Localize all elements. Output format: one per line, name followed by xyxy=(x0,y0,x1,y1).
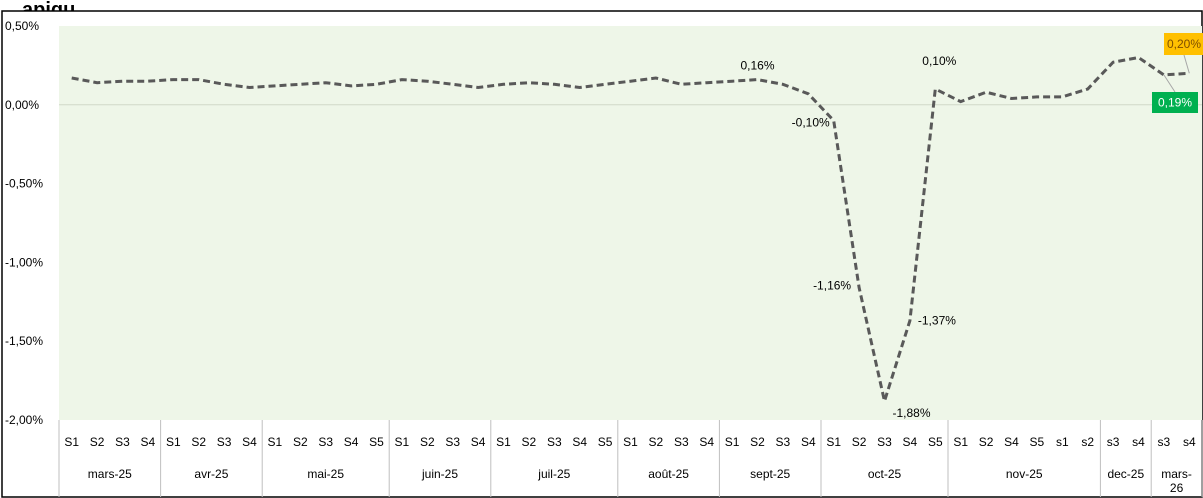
week-tick-label: S3 xyxy=(776,435,791,449)
week-tick-label: S1 xyxy=(166,435,181,449)
month-label: oct-25 xyxy=(868,467,902,481)
week-tick-label: s3 xyxy=(1107,435,1120,449)
month-label: mars-25 xyxy=(88,467,132,481)
data-label: -1,16% xyxy=(813,279,851,293)
x-axis: S1 S2 S3 S4 mars-25 S1 S2 S3 S4 avr-25 S1 S2 S3 S4 S5 m… xyxy=(58,420,1203,497)
week-tick-label: S2 xyxy=(852,435,867,449)
callout-leader xyxy=(1183,54,1190,74)
week-tick-label: S1 xyxy=(496,435,511,449)
week-tick-label: s2 xyxy=(1081,435,1094,449)
week-tick-label: S5 xyxy=(1030,435,1045,449)
week-tick-label: S2 xyxy=(522,435,537,449)
month-label: sept-25 xyxy=(750,467,790,481)
week-tick-label: S1 xyxy=(64,435,79,449)
callout-box xyxy=(1152,92,1198,113)
week-tick-label: S2 xyxy=(293,435,308,449)
week-tick-label: S4 xyxy=(141,435,156,449)
week-tick-label: s4 xyxy=(1132,435,1145,449)
week-tick-label: S4 xyxy=(1004,435,1019,449)
week-tick-label: S5 xyxy=(928,435,943,449)
week-tick-label: S3 xyxy=(318,435,333,449)
y-axis: 0,50% 0,00% -0,50% -1,00% -1,50% -2,00% xyxy=(5,19,43,427)
week-tick-label: S1 xyxy=(623,435,638,449)
week-tick-label: S1 xyxy=(725,435,740,449)
callouts: 0,20% 0,19% xyxy=(1152,33,1203,113)
month-label: nov-25 xyxy=(1006,467,1043,481)
week-tick-label: S2 xyxy=(420,435,435,449)
month-label: août-25 xyxy=(648,467,689,481)
data-labels: 0,16% -0,10% -1,16% -1,88% -1,37% 0,10% xyxy=(740,54,956,420)
month-label: juin-25 xyxy=(421,467,458,481)
y-tick-label: -1,50% xyxy=(5,334,43,348)
week-tick-label: S3 xyxy=(445,435,460,449)
month-label: avr-25 xyxy=(194,467,228,481)
week-tick-label: S2 xyxy=(649,435,664,449)
callout-label: 0,20% xyxy=(1167,37,1201,51)
week-tick-label: S4 xyxy=(699,435,714,449)
week-tick-label: S4 xyxy=(242,435,257,449)
week-tick-label: S3 xyxy=(877,435,892,449)
week-tick-label: S2 xyxy=(191,435,206,449)
week-tick-label: S3 xyxy=(547,435,562,449)
week-tick-label: S2 xyxy=(90,435,105,449)
callout-box xyxy=(1164,33,1203,55)
week-tick-label: S3 xyxy=(115,435,130,449)
month-label: 26 xyxy=(1170,481,1184,495)
data-label: -1,88% xyxy=(893,406,931,420)
week-tick-label: S1 xyxy=(826,435,841,449)
week-tick-label: s4 xyxy=(1183,435,1196,449)
y-tick-label: -1,00% xyxy=(5,255,43,269)
y-tick-label: 0,00% xyxy=(5,98,39,112)
data-label: -0,10% xyxy=(792,116,830,130)
y-tick-label: 0,50% xyxy=(5,19,39,33)
month-label: dec-25 xyxy=(1107,467,1144,481)
y-tick-label: -0,50% xyxy=(5,177,43,191)
week-tick-label: s3 xyxy=(1158,435,1171,449)
data-label: -1,37% xyxy=(918,314,956,328)
week-tick-label: S4 xyxy=(572,435,587,449)
month-label: mai-25 xyxy=(307,467,344,481)
data-label: 0,16% xyxy=(740,59,774,73)
callout-leader xyxy=(1163,74,1176,93)
y-tick-label: -2,00% xyxy=(5,413,43,427)
data-label: 0,10% xyxy=(922,54,956,68)
week-tick-label: S4 xyxy=(344,435,359,449)
week-tick-label: S3 xyxy=(217,435,232,449)
callout-label: 0,19% xyxy=(1158,96,1192,110)
week-tick-label: S4 xyxy=(471,435,486,449)
series-line xyxy=(71,55,1190,407)
week-tick-label: S3 xyxy=(674,435,689,449)
week-tick-label: S1 xyxy=(395,435,410,449)
week-tick-label: S1 xyxy=(268,435,283,449)
month-label: juil-25 xyxy=(537,467,570,481)
week-tick-label: S5 xyxy=(598,435,613,449)
week-tick-label: S1 xyxy=(953,435,968,449)
week-tick-label: S4 xyxy=(903,435,918,449)
month-label: mars- xyxy=(1161,467,1192,481)
plot-area xyxy=(59,26,1202,420)
week-tick-label: S4 xyxy=(801,435,816,449)
week-tick-label: S5 xyxy=(369,435,384,449)
week-tick-label: S2 xyxy=(750,435,765,449)
week-tick-label: s1 xyxy=(1056,435,1069,449)
week-tick-label: S2 xyxy=(979,435,994,449)
